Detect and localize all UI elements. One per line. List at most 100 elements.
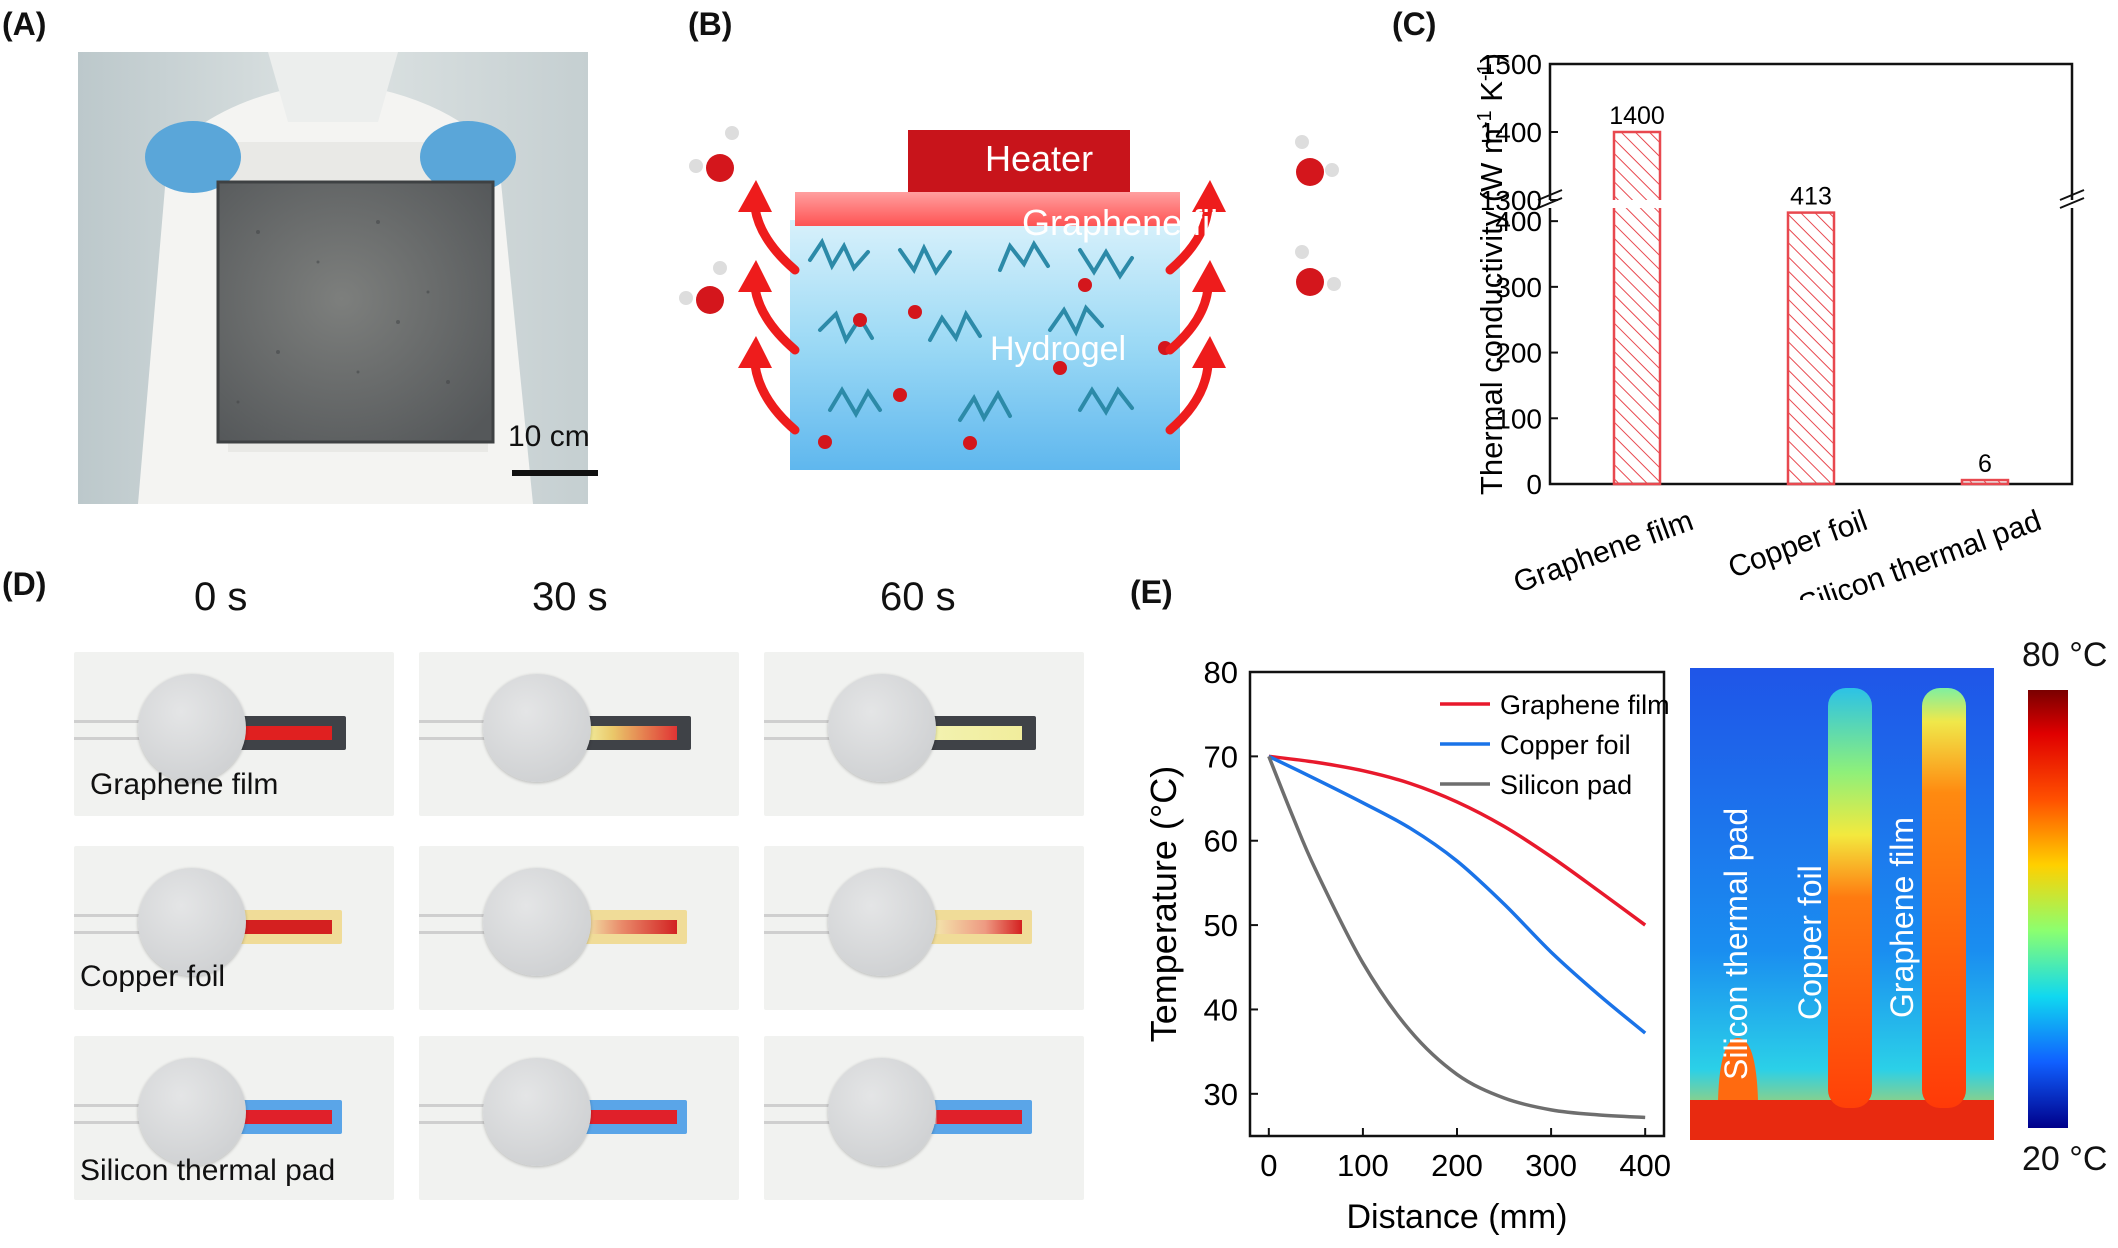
scale-bar-label: 10 cm bbox=[508, 420, 590, 453]
y-tick-label: 200 bbox=[1495, 338, 1542, 369]
hydrogel-label: Hydrogel bbox=[990, 330, 1127, 368]
panel-d-label: (D) bbox=[2, 566, 47, 602]
time-label-60: 60 s bbox=[880, 575, 956, 619]
indicator-tape bbox=[930, 1110, 1022, 1124]
indicator-tape bbox=[240, 726, 332, 740]
heater-disc bbox=[138, 1058, 246, 1166]
legend-label: Graphene film bbox=[1500, 690, 1670, 720]
indicator-tape bbox=[930, 920, 1022, 934]
panel-b-label: (B) bbox=[688, 6, 733, 42]
axis-break-mark-right bbox=[2059, 189, 2085, 209]
indicator-tape bbox=[585, 1110, 677, 1124]
y-axis-label: Temperature (°C) bbox=[1143, 766, 1184, 1042]
heating-photo bbox=[419, 846, 739, 1010]
series-line-2 bbox=[1267, 755, 1646, 1120]
bar-value-label: 1400 bbox=[1609, 102, 1665, 130]
heating-photo bbox=[764, 652, 1084, 816]
bar-value-label: 413 bbox=[1790, 183, 1832, 211]
x-tick-label: 400 bbox=[1619, 1148, 1671, 1183]
heater-disc bbox=[483, 674, 591, 782]
x-tick-label: 300 bbox=[1525, 1148, 1577, 1183]
heating-photo bbox=[74, 846, 394, 1010]
y-tick-label: 30 bbox=[1204, 1077, 1238, 1112]
heating-photo bbox=[74, 1036, 394, 1200]
y-tick-label: 50 bbox=[1204, 908, 1238, 943]
y-tick-label: 100 bbox=[1495, 403, 1542, 434]
x-tick-label: 200 bbox=[1431, 1148, 1483, 1183]
wire bbox=[74, 720, 154, 740]
wire bbox=[419, 1104, 499, 1124]
panel-e-label: (E) bbox=[1130, 574, 1173, 610]
temperature-distance-chart: 0 100 200 300 400 30 40 50 60 70 80 Distance (mm) Te… bbox=[1143, 655, 1671, 1236]
row-label-copper: Copper foil bbox=[80, 960, 226, 993]
thermal-label-copper: Copper foil bbox=[1792, 865, 1828, 1020]
scale-bar bbox=[512, 470, 598, 476]
heating-photo bbox=[764, 1036, 1084, 1200]
y-tick-label: 300 bbox=[1495, 272, 1542, 303]
y-tick-label: 1500 bbox=[1480, 49, 1542, 80]
indicator-tape bbox=[240, 920, 332, 934]
indicator-tape bbox=[930, 726, 1022, 740]
thermal-conductivity-chart: 1300 1400 1500 0 100 200 300 400 1400 Graphene fi… bbox=[1474, 49, 2085, 600]
wire bbox=[419, 914, 499, 934]
colorbar-max-label: 80 °C bbox=[2022, 636, 2108, 674]
indicator-tape bbox=[585, 726, 677, 740]
y-tick-label: 1400 bbox=[1480, 117, 1542, 148]
heater-disc bbox=[483, 868, 591, 976]
y-tick-label: 40 bbox=[1204, 992, 1238, 1027]
wire bbox=[764, 1104, 844, 1124]
series-line-0 bbox=[1268, 754, 1647, 927]
y-tick-label: 60 bbox=[1204, 824, 1238, 859]
graphene-film-label: Graphene film bbox=[1022, 202, 1249, 243]
heater-disc bbox=[828, 1058, 936, 1166]
thermal-label-graphene: Graphene film bbox=[1884, 817, 1920, 1018]
y-tick-label: 0 bbox=[1526, 469, 1542, 500]
colorbar bbox=[2028, 690, 2068, 1128]
wire bbox=[74, 1104, 154, 1124]
indicator-tape bbox=[585, 920, 677, 934]
hydrogel-block bbox=[790, 220, 1180, 470]
graphene-film-photo bbox=[78, 52, 588, 504]
heater-disc bbox=[138, 674, 246, 782]
heater-label: Heater bbox=[985, 138, 1094, 179]
hydrogel-schematic bbox=[679, 126, 1341, 470]
heating-photo bbox=[419, 1036, 739, 1200]
bar-value-label: 6 bbox=[1978, 450, 1992, 478]
wire bbox=[419, 720, 499, 740]
colorbar-min-label: 20 °C bbox=[2022, 1140, 2108, 1178]
bar bbox=[1960, 478, 2010, 486]
time-label-0: 0 s bbox=[194, 575, 248, 619]
bar bbox=[1612, 130, 1662, 486]
heater-block bbox=[908, 130, 1130, 192]
panel-a-label: (A) bbox=[2, 6, 47, 42]
row-label-silicon: Silicon thermal pad bbox=[80, 1154, 336, 1187]
thermal-label-silicon: Silicon thermal pad bbox=[1718, 807, 1754, 1080]
y-tick-label: 400 bbox=[1495, 206, 1542, 237]
x-axis-label: Distance (mm) bbox=[1346, 1198, 1567, 1236]
heating-photo bbox=[74, 652, 394, 816]
bar-break-gap bbox=[1611, 200, 1663, 208]
heater-disc bbox=[828, 674, 936, 782]
axis-break-gap bbox=[1538, 200, 2084, 208]
legend-label: Copper foil bbox=[1500, 730, 1631, 760]
thermal-image bbox=[1690, 668, 1994, 1140]
time-label-30: 30 s bbox=[532, 575, 608, 619]
y-tick-label: 70 bbox=[1204, 739, 1238, 774]
heater-disc bbox=[828, 868, 936, 976]
heating-photo bbox=[764, 846, 1084, 1010]
y-tick-label: 80 bbox=[1204, 655, 1238, 690]
x-tick-label: 0 bbox=[1260, 1148, 1277, 1183]
wire bbox=[764, 720, 844, 740]
heating-photo bbox=[419, 652, 739, 816]
category-label: Graphene film bbox=[1509, 504, 1697, 599]
indicator-tape bbox=[240, 1110, 332, 1124]
row-label-graphene: Graphene film bbox=[90, 768, 279, 801]
x-tick-label: 100 bbox=[1337, 1148, 1389, 1183]
graphene-film-layer bbox=[795, 192, 1180, 226]
legend-label: Silicon pad bbox=[1500, 770, 1632, 800]
heater-disc bbox=[138, 868, 246, 976]
series-line-1 bbox=[1268, 754, 1647, 1035]
y-tick-label: 1300 bbox=[1480, 185, 1542, 216]
wire bbox=[764, 914, 844, 934]
heater-disc bbox=[483, 1058, 591, 1166]
